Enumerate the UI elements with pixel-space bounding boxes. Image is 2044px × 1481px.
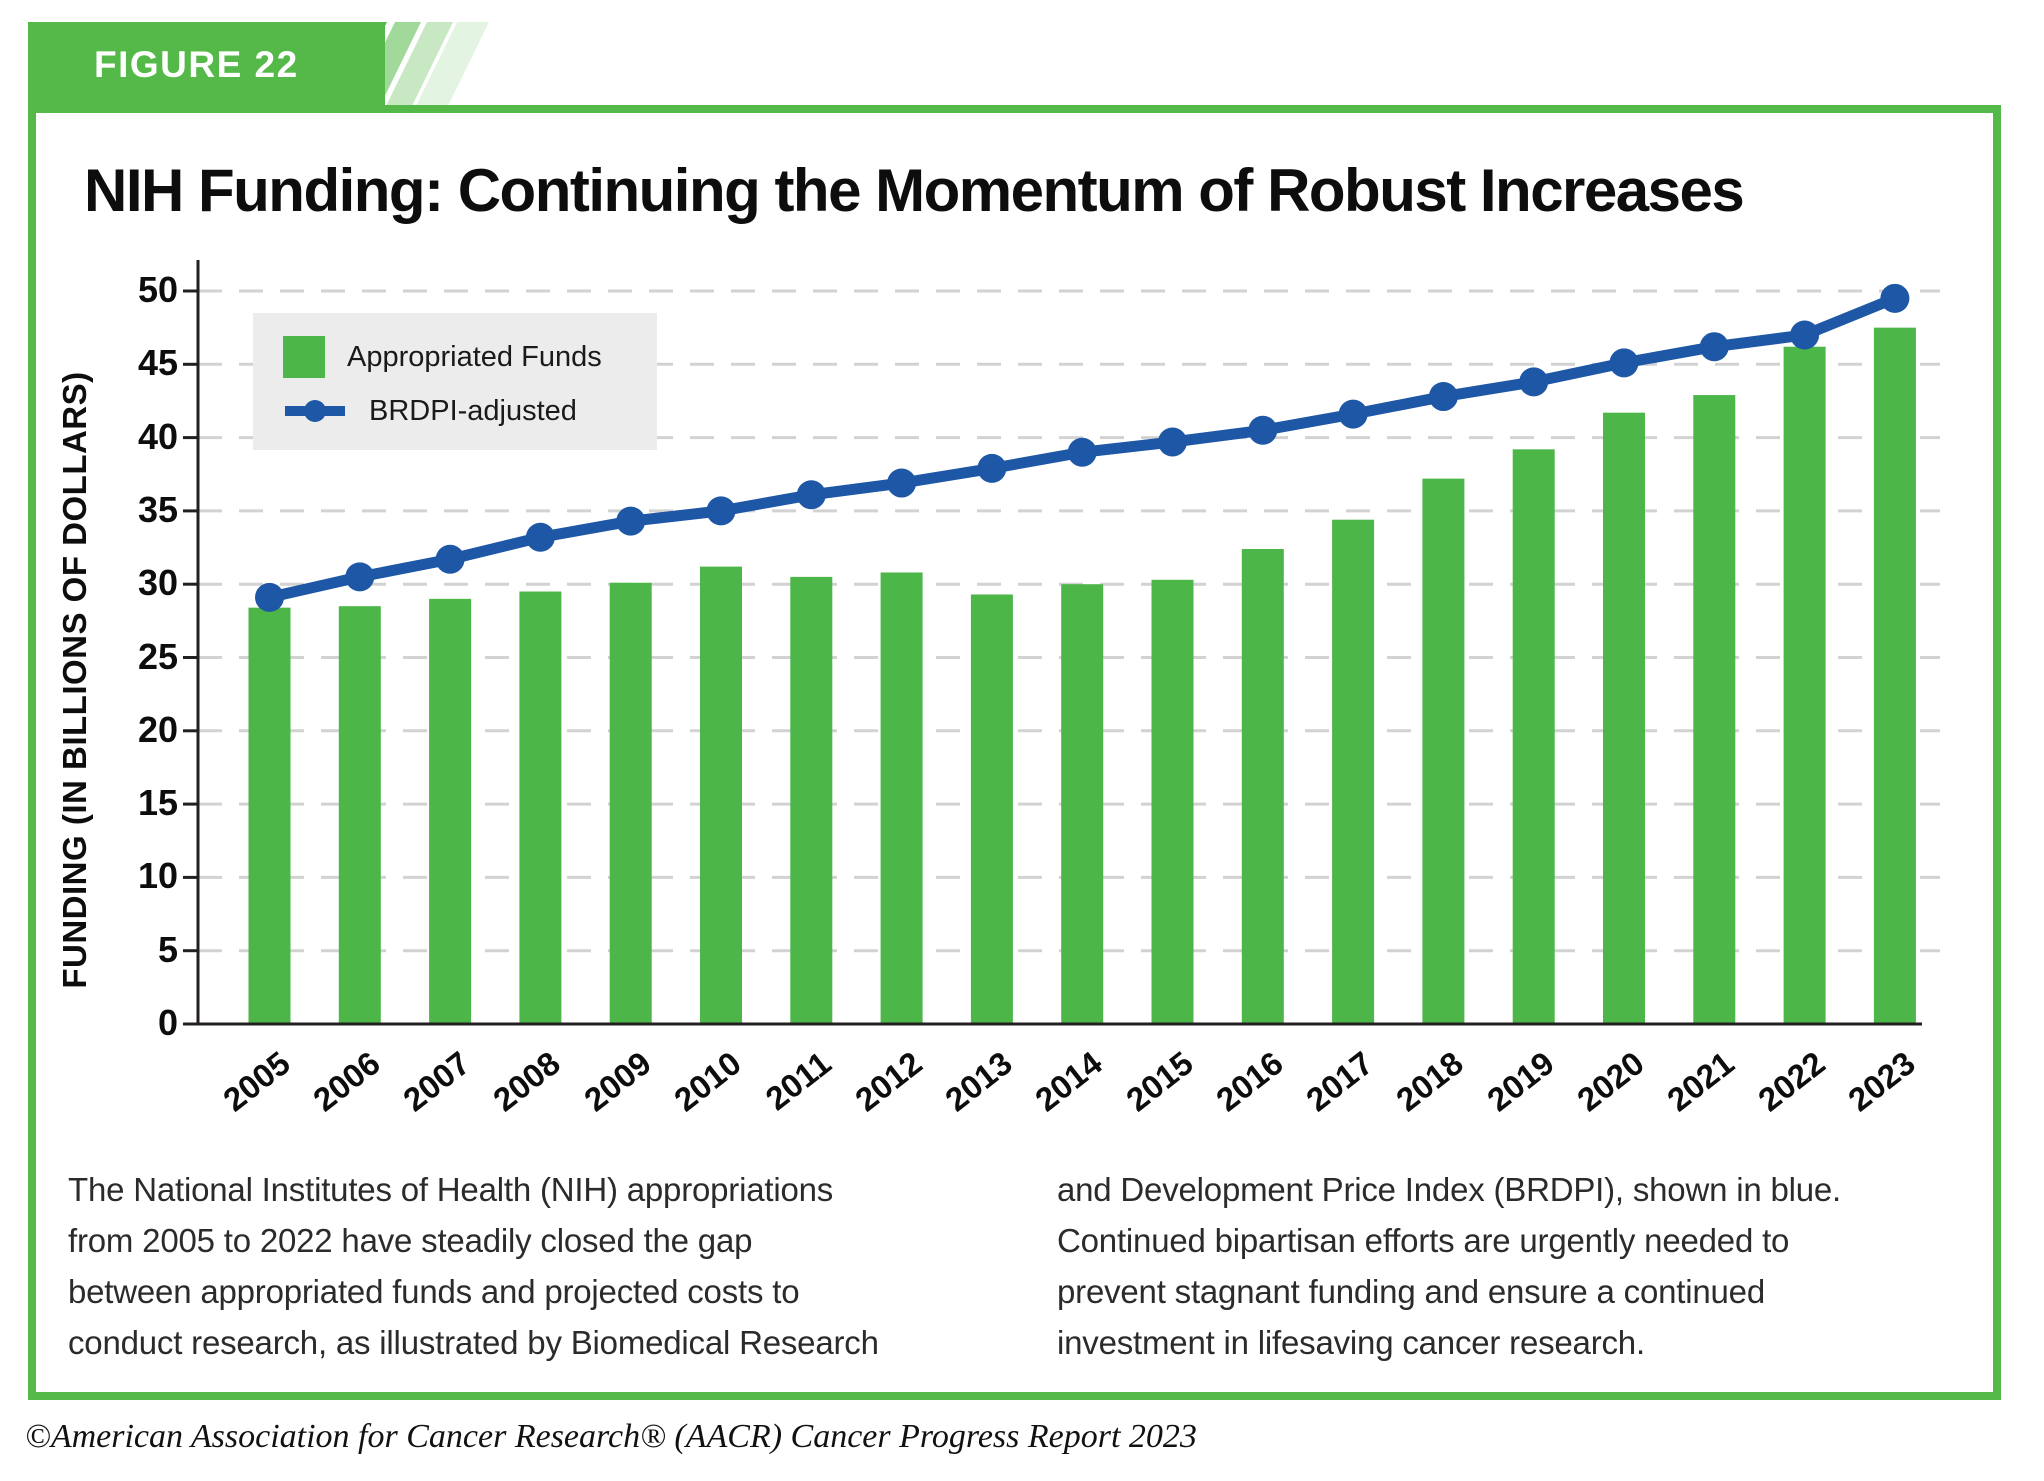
y-tick-label-5: 5: [157, 928, 178, 970]
legend-label-brdpi-adjusted: BRDPI-adjusted: [369, 394, 577, 427]
bar-2006: [338, 606, 381, 1024]
y-tick-label-10: 10: [137, 855, 178, 897]
bar-2018: [1422, 478, 1465, 1024]
brdpi-point-2013: [977, 453, 1007, 483]
bar-2010: [700, 566, 742, 1024]
bar-2021: [1693, 395, 1736, 1024]
y-tick-label-40: 40: [137, 415, 178, 457]
brdpi-point-2022: [1790, 320, 1820, 350]
brdpi-point-2010: [706, 496, 736, 526]
bar-2022: [1783, 346, 1826, 1024]
bar-2013: [970, 594, 1013, 1024]
bar-2005: [248, 607, 291, 1024]
brdpi-point-2016: [1248, 415, 1278, 445]
bar-2015: [1151, 579, 1194, 1024]
bar-2011: [790, 576, 833, 1024]
bar-2012: [880, 572, 923, 1024]
brdpi-point-2007: [435, 544, 465, 574]
y-tick-label-0: 0: [157, 1002, 178, 1043]
chart-title: NIH Funding: Continuing the Momentum of …: [84, 157, 1745, 224]
brdpi-point-2006: [345, 562, 375, 592]
brdpi-point-2011: [796, 480, 826, 510]
figure-badge-label: FIGURE 22: [94, 44, 299, 85]
line-series-marker-icon: [285, 400, 345, 422]
y-tick-label-45: 45: [137, 342, 178, 384]
brdpi-point-2023: [1880, 283, 1910, 313]
caption-right-column: and Development Price Index (BRDPI), sho…: [1057, 1171, 1842, 1361]
brdpi-point-2005: [255, 582, 284, 612]
copyright-footer: ©American Association for Cancer Researc…: [25, 1418, 1197, 1455]
brdpi-point-2012: [887, 468, 917, 498]
bar-2014: [1061, 584, 1104, 1024]
bar-2023: [1873, 327, 1916, 1024]
y-tick-label-35: 35: [137, 488, 178, 530]
y-tick-label-50: 50: [137, 269, 178, 310]
bar-2019: [1512, 449, 1555, 1024]
legend-item-appropriated-funds: Appropriated Funds: [283, 335, 602, 379]
bar-series-swatch-icon: [283, 336, 325, 378]
bar-2016: [1241, 549, 1284, 1024]
legend-item-brdpi-adjusted: BRDPI-adjusted: [283, 389, 577, 433]
chart-legend: Appropriated Funds BRDPI-adjusted: [253, 313, 657, 450]
bar-2007: [429, 598, 472, 1024]
legend-label-appropriated-funds: Appropriated Funds: [347, 340, 602, 373]
brdpi-point-2008: [525, 522, 555, 552]
brdpi-point-2009: [616, 506, 646, 536]
brdpi-point-2015: [1158, 427, 1187, 457]
y-tick-label-20: 20: [137, 708, 178, 750]
bar-2009: [609, 582, 652, 1024]
y-tick-label-15: 15: [137, 782, 178, 824]
brdpi-point-2021: [1699, 332, 1729, 362]
brdpi-point-2014: [1067, 437, 1097, 467]
brdpi-point-2017: [1338, 399, 1368, 429]
y-tick-label-25: 25: [137, 635, 178, 677]
chart-plot-area: [183, 260, 1940, 1026]
caption-left-column: The National Institutes of Health (NIH) …: [68, 1171, 879, 1361]
bar-2020: [1603, 412, 1645, 1024]
bar-2008: [519, 591, 562, 1024]
brdpi-point-2020: [1609, 348, 1639, 378]
y-tick-label-30: 30: [137, 562, 178, 604]
brdpi-point-2018: [1428, 382, 1458, 412]
brdpi-point-2019: [1519, 367, 1549, 397]
bar-2017: [1332, 519, 1375, 1024]
